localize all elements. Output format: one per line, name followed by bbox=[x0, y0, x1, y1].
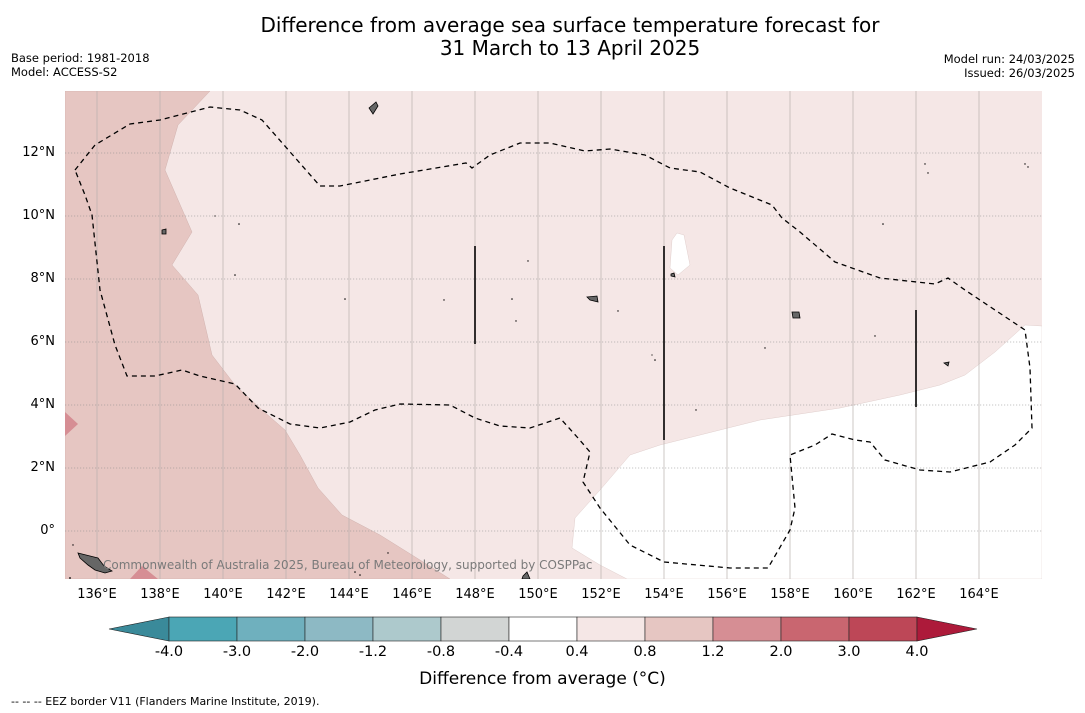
colorbar-segment bbox=[848, 616, 918, 642]
map-area bbox=[65, 91, 1042, 579]
colorbar bbox=[108, 616, 978, 642]
lat-label: 6°N bbox=[30, 334, 56, 349]
lon-label: 138°E bbox=[140, 587, 180, 602]
colorbar-tick-label: -0.8 bbox=[426, 644, 456, 660]
meta-right: Model run: 24/03/2025 Issued: 26/03/2025 bbox=[944, 52, 1075, 80]
colorbar-tick-label: 4.0 bbox=[905, 644, 929, 660]
islands bbox=[77, 101, 950, 579]
island bbox=[670, 272, 676, 278]
colorbar-segment bbox=[712, 616, 782, 642]
lon-label: 146°E bbox=[392, 587, 432, 602]
colorbar-tick-label: -3.0 bbox=[222, 644, 252, 660]
graticule bbox=[65, 152, 1042, 532]
colorbar-segment bbox=[372, 616, 442, 642]
lat-label: 12°N bbox=[22, 145, 55, 160]
island bbox=[368, 101, 379, 115]
island bbox=[521, 571, 531, 579]
colorbar-tick-label: 0.4 bbox=[565, 644, 589, 660]
lon-label: 162°E bbox=[896, 587, 936, 602]
lon-label: 160°E bbox=[833, 587, 873, 602]
anomaly-region-neutral-island bbox=[669, 232, 691, 276]
model-run-text: Model run: 24/03/2025 bbox=[943, 52, 1075, 66]
lon-label: 154°E bbox=[644, 587, 684, 602]
colorbar-segment bbox=[576, 616, 646, 642]
chart-title: Difference from average sea surface temp… bbox=[0, 14, 1085, 60]
colorbar-segment bbox=[644, 616, 714, 642]
colorbar-segment bbox=[780, 616, 850, 642]
island bbox=[77, 552, 113, 574]
lon-label: 164°E bbox=[959, 587, 999, 602]
colorbar-tick-label: -1.2 bbox=[358, 644, 388, 660]
anomaly-region-neutral bbox=[571, 324, 1042, 579]
anomaly-spot-southwest bbox=[130, 566, 158, 579]
small-islets bbox=[69, 163, 1029, 579]
lon-label: 140°E bbox=[203, 587, 243, 602]
anomaly-spot-west bbox=[65, 412, 78, 436]
island bbox=[943, 361, 950, 367]
lon-label: 144°E bbox=[329, 587, 369, 602]
base-period-text: Base period: 1981-2018 bbox=[11, 51, 150, 65]
lon-label: 150°E bbox=[518, 587, 558, 602]
lon-label: 158°E bbox=[770, 587, 810, 602]
colorbar-tick-label: 0.8 bbox=[633, 644, 657, 660]
lat-label: 10°N bbox=[22, 208, 55, 223]
colorbar-title: Difference from average (°C) bbox=[419, 669, 666, 689]
colorbar-segment bbox=[508, 616, 578, 642]
colorbar-tick-label: -2.0 bbox=[290, 644, 320, 660]
footnote: -- -- -- EEZ border V11 (Flanders Marine… bbox=[11, 695, 320, 708]
lat-label: 0° bbox=[40, 523, 55, 538]
anomaly-region-0.8-1.2 bbox=[65, 91, 451, 579]
island bbox=[791, 311, 801, 319]
lon-label: 152°E bbox=[581, 587, 621, 602]
lat-label: 4°N bbox=[30, 397, 56, 412]
meta-left: Base period: 1981-2018 Model: ACCESS-S2 bbox=[11, 51, 150, 79]
lon-label: 148°E bbox=[455, 587, 495, 602]
copyright-text: Commonwealth of Australia 2025, Bureau o… bbox=[103, 558, 593, 572]
lon-label: 136°E bbox=[77, 587, 117, 602]
colorbar-segment bbox=[168, 616, 238, 642]
colorbar-segment bbox=[440, 616, 510, 642]
meridians bbox=[96, 91, 980, 579]
title-line-1: Difference from average sea surface temp… bbox=[260, 13, 880, 37]
issued-text: Issued: 26/03/2025 bbox=[964, 66, 1075, 80]
title-line-2: 31 March to 13 April 2025 bbox=[439, 36, 701, 60]
eez-border bbox=[74, 106, 1033, 569]
lat-label: 8°N bbox=[30, 271, 56, 286]
colorbar-extend-low bbox=[108, 616, 170, 642]
lon-label: 142°E bbox=[266, 587, 306, 602]
model-text: Model: ACCESS-S2 bbox=[11, 65, 118, 79]
colorbar-tick-label: -4.0 bbox=[154, 644, 184, 660]
colorbar-tick-label: 3.0 bbox=[837, 644, 861, 660]
island bbox=[161, 228, 167, 235]
colorbar-segment bbox=[236, 616, 306, 642]
lon-label: 156°E bbox=[707, 587, 747, 602]
colorbar-tick-label: -0.4 bbox=[494, 644, 524, 660]
colorbar-tick-label: 1.2 bbox=[701, 644, 725, 660]
eez-vertical-lines bbox=[474, 246, 917, 440]
colorbar-segment bbox=[304, 616, 374, 642]
colorbar-tick-label: 2.0 bbox=[769, 644, 793, 660]
lat-label: 2°N bbox=[30, 460, 56, 475]
island bbox=[586, 295, 599, 303]
colorbar-extend-high bbox=[916, 616, 978, 642]
